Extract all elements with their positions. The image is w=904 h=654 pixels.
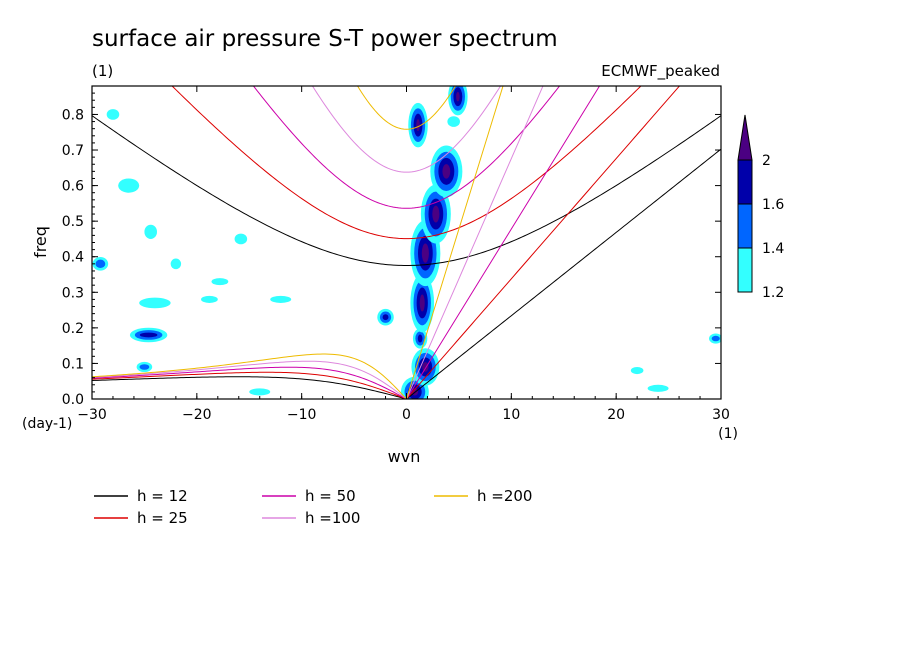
contour-blob bbox=[234, 233, 248, 245]
y-tick-label: 0.7 bbox=[62, 143, 84, 159]
contour-blob bbox=[422, 362, 429, 372]
colorbar-swatch bbox=[737, 159, 753, 205]
y-tick-label: 0.3 bbox=[62, 285, 84, 301]
contour-blob bbox=[201, 295, 218, 303]
x-tick-label: 0 bbox=[402, 407, 411, 423]
x-tick-label: 20 bbox=[607, 407, 625, 423]
kelvin-wave-curve bbox=[406, 86, 544, 399]
contour-blob bbox=[630, 366, 644, 375]
contour-blob bbox=[417, 334, 423, 343]
y-tick-label: 0.2 bbox=[62, 321, 84, 337]
contour-blob bbox=[270, 295, 292, 303]
contour-blob bbox=[106, 109, 120, 120]
legend: h = 12 h = 25 h = 50 h =100 h =200 bbox=[94, 487, 532, 527]
contour-blob bbox=[442, 164, 451, 179]
contour-blob bbox=[139, 364, 150, 370]
colorbar-swatch bbox=[737, 203, 753, 249]
rossby-wave-curve bbox=[92, 353, 407, 399]
plot-background bbox=[92, 86, 721, 399]
chart-subtitle-right: ECMWF_peaked bbox=[601, 62, 720, 81]
y-unit-label: (day-1) bbox=[22, 416, 72, 432]
contour-blob bbox=[647, 384, 669, 392]
x-axis-label: wvn bbox=[388, 447, 421, 466]
legend-label: h = 25 bbox=[137, 509, 188, 527]
x-unit-label: (1) bbox=[718, 426, 738, 442]
contour-blob bbox=[249, 388, 271, 396]
plot-area bbox=[91, 85, 722, 400]
gravity-wave-curve bbox=[92, 115, 721, 266]
colorbar-label: 2 bbox=[762, 153, 771, 169]
chart-subtitle-left: (1) bbox=[92, 62, 113, 80]
y-tick-label: 0.4 bbox=[62, 250, 84, 266]
contour-blob bbox=[95, 259, 106, 269]
legend-label: h = 50 bbox=[305, 487, 356, 505]
kelvin-wave-curve bbox=[406, 86, 504, 399]
y-tick-label: 0.0 bbox=[62, 392, 84, 408]
contour-blob bbox=[711, 335, 720, 342]
gravity-wave-curve bbox=[311, 86, 502, 173]
contour-blob bbox=[432, 205, 440, 223]
contour-blob bbox=[416, 119, 420, 132]
legend-label: h =100 bbox=[305, 509, 360, 527]
contour-blob bbox=[211, 278, 229, 286]
contour-blob bbox=[139, 297, 171, 309]
contour-blob bbox=[447, 116, 460, 127]
x-tick-label: 30 bbox=[712, 407, 730, 423]
gravity-wave-curve bbox=[171, 86, 642, 240]
colorbar-label: 1.4 bbox=[762, 241, 784, 257]
colorbar-label: 1.6 bbox=[762, 197, 784, 213]
y-tick-label: 0.8 bbox=[62, 107, 84, 123]
contour-blob bbox=[144, 224, 157, 239]
y-tick-label: 0.5 bbox=[62, 214, 84, 230]
contour-blob bbox=[421, 243, 429, 263]
colorbar-swatch bbox=[737, 247, 753, 293]
contour-blob bbox=[382, 314, 389, 321]
y-axis: 0.0 0.1 0.2 0.3 0.4 0.5 0.6 0.7 0.8 bbox=[62, 92, 721, 408]
contour-blob bbox=[456, 91, 460, 102]
contour-blob bbox=[170, 258, 182, 270]
chart-title: surface air pressure S-T power spectrum bbox=[92, 26, 558, 52]
legend-label: h =200 bbox=[477, 487, 532, 505]
legend-label: h = 12 bbox=[137, 487, 188, 505]
colorbar-arrow bbox=[737, 114, 753, 161]
y-axis-label: freq bbox=[31, 226, 50, 258]
colorbar: 1.2 1.4 1.6 2 bbox=[737, 114, 784, 301]
gravity-wave-curve bbox=[356, 86, 457, 130]
y-tick-label: 0.6 bbox=[62, 179, 84, 195]
x-tick-label: 10 bbox=[502, 407, 520, 423]
x-tick-label: −20 bbox=[182, 407, 212, 423]
x-tick-label: −10 bbox=[287, 407, 317, 423]
rossby-wave-curve bbox=[92, 360, 407, 399]
contour-blob bbox=[139, 332, 158, 338]
rossby-wave-curve bbox=[92, 371, 407, 399]
kelvin-wave-curve bbox=[406, 148, 721, 399]
rossby-wave-curve bbox=[92, 366, 407, 399]
kelvin-wave-curve bbox=[406, 86, 601, 399]
x-axis: −30 −20 −10 0 10 20 30 bbox=[77, 86, 730, 423]
rossby-wave-curve bbox=[92, 376, 407, 399]
contour-blob bbox=[118, 178, 140, 193]
kelvin-wave-curve bbox=[406, 86, 681, 399]
power-contours bbox=[92, 86, 721, 399]
x-tick-label: −30 bbox=[77, 407, 107, 423]
contour-blob bbox=[419, 294, 425, 312]
colorbar-label: 1.2 bbox=[762, 285, 784, 301]
dispersion-curves bbox=[92, 86, 721, 399]
gravity-wave-curve bbox=[252, 86, 561, 209]
y-tick-label: 0.1 bbox=[62, 356, 84, 372]
